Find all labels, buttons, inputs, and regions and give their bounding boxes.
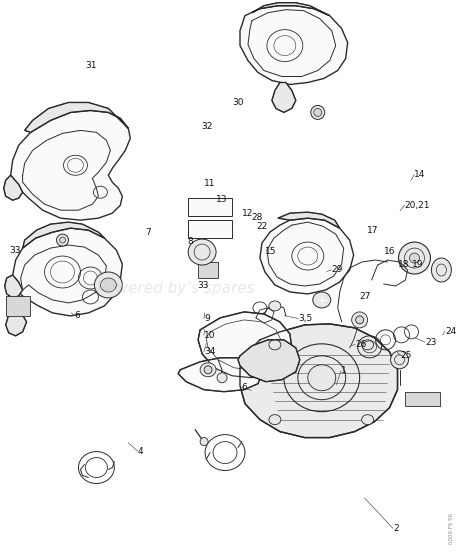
Bar [6,296,29,316]
Polygon shape [25,102,128,132]
Text: 4: 4 [138,447,143,455]
Ellipse shape [200,438,208,445]
Text: 12: 12 [242,209,253,218]
Bar [404,392,440,406]
Bar [188,198,232,216]
Polygon shape [278,212,340,228]
Polygon shape [4,175,23,200]
Text: 17: 17 [367,225,378,234]
Bar [188,220,232,238]
Text: 11: 11 [204,178,215,188]
Ellipse shape [188,239,216,265]
Polygon shape [240,6,347,84]
Polygon shape [198,312,292,378]
Ellipse shape [352,312,368,328]
Text: 22: 22 [256,222,267,230]
Ellipse shape [200,363,216,377]
Text: 26: 26 [355,340,366,349]
Text: 6: 6 [74,311,80,320]
Polygon shape [23,222,104,248]
Text: 16: 16 [383,247,395,255]
Text: 33: 33 [9,246,21,255]
Text: 27: 27 [359,292,370,301]
Text: 3,5: 3,5 [299,314,313,323]
Text: 29: 29 [331,265,343,274]
Text: 2: 2 [393,524,399,533]
Text: 15: 15 [265,247,277,255]
Text: 31: 31 [85,61,96,70]
Ellipse shape [313,292,331,308]
Text: 1: 1 [341,366,346,376]
Polygon shape [11,110,130,220]
Polygon shape [272,83,296,112]
Text: 0000 FS 56: 0000 FS 56 [449,514,455,545]
Text: 32: 32 [201,122,213,131]
Ellipse shape [308,365,336,391]
Text: 34: 34 [204,347,215,356]
Ellipse shape [217,373,227,383]
Polygon shape [5,275,23,298]
Ellipse shape [269,301,281,311]
Ellipse shape [94,272,122,298]
Polygon shape [240,324,398,438]
Text: 30: 30 [232,99,244,107]
Text: 33: 33 [198,281,210,290]
Text: 25: 25 [400,351,411,360]
Ellipse shape [204,366,212,374]
Text: 10: 10 [204,331,215,340]
Ellipse shape [314,109,322,116]
Polygon shape [252,3,330,16]
Text: 28: 28 [251,213,263,222]
Text: 23: 23 [425,338,437,347]
Polygon shape [260,218,354,294]
Ellipse shape [356,316,364,324]
Bar [198,262,218,278]
Text: 19: 19 [412,260,423,269]
Text: 6: 6 [242,383,247,392]
Text: 18: 18 [398,260,409,269]
Polygon shape [6,310,27,336]
Ellipse shape [431,258,451,282]
Ellipse shape [391,351,409,369]
Ellipse shape [60,237,65,243]
Text: 7: 7 [145,228,151,237]
Ellipse shape [311,105,325,120]
Polygon shape [13,228,122,316]
Ellipse shape [399,242,430,274]
Text: Powered by’s spares: Powered by’s spares [97,280,255,295]
Text: 9: 9 [204,314,210,323]
Text: 13: 13 [216,195,227,204]
Text: 20,21: 20,21 [405,201,430,209]
Polygon shape [178,358,262,392]
Ellipse shape [100,278,116,292]
Ellipse shape [56,234,69,246]
Ellipse shape [269,414,281,424]
Text: 14: 14 [414,170,426,179]
Text: 24: 24 [445,327,456,336]
Polygon shape [238,340,300,382]
Ellipse shape [269,340,281,350]
Ellipse shape [362,340,374,350]
Ellipse shape [362,414,374,424]
Ellipse shape [410,253,419,263]
Text: 8: 8 [187,237,193,245]
